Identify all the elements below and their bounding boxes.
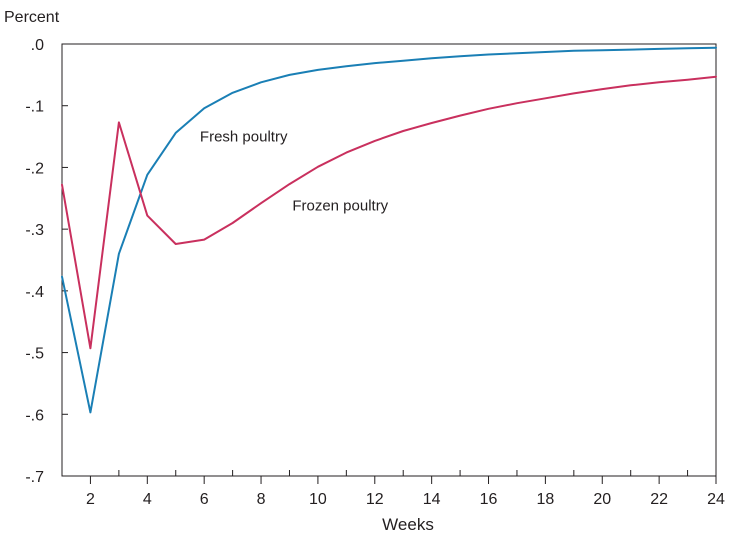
series-line-frozen-poultry bbox=[61, 75, 717, 350]
series-label-frozen-poultry: Frozen poultry bbox=[292, 198, 388, 215]
y-axis-title: Percent bbox=[4, 9, 60, 26]
y-tick-label: -.3 bbox=[25, 222, 44, 239]
plot-frame bbox=[61, 43, 717, 477]
y-tick-label: -.1 bbox=[25, 99, 44, 116]
series-label-fresh-poultry: Fresh poultry bbox=[200, 129, 288, 146]
x-tick-label: 2 bbox=[86, 491, 95, 508]
x-axis-title: Weeks bbox=[382, 515, 434, 534]
x-tick-label: 16 bbox=[480, 491, 498, 508]
y-tick-label: .0 bbox=[31, 37, 44, 54]
x-tick-label: 18 bbox=[536, 491, 554, 508]
x-tick-label: 14 bbox=[423, 491, 441, 508]
y-tick-label: -.6 bbox=[25, 407, 44, 424]
x-tick-label: 20 bbox=[593, 491, 611, 508]
y-tick-label: -.2 bbox=[25, 160, 44, 177]
x-tick-label: 10 bbox=[309, 491, 327, 508]
series-line-fresh-poultry bbox=[61, 46, 717, 414]
y-tick-label: -.7 bbox=[25, 469, 44, 486]
y-tick-label: -.5 bbox=[25, 346, 44, 363]
x-tick-label: 12 bbox=[366, 491, 384, 508]
x-tick-label: 8 bbox=[257, 491, 266, 508]
x-tick-label: 24 bbox=[707, 491, 725, 508]
y-tick-label: -.4 bbox=[25, 284, 44, 301]
x-tick-label: 4 bbox=[143, 491, 152, 508]
x-tick-label: 6 bbox=[200, 491, 209, 508]
x-tick-label: 22 bbox=[650, 491, 668, 508]
plot-area: .0-.1-.2-.3-.4-.5-.6-.72 4 6 8 10 12 14 16 18 20 2… bbox=[25, 37, 725, 508]
